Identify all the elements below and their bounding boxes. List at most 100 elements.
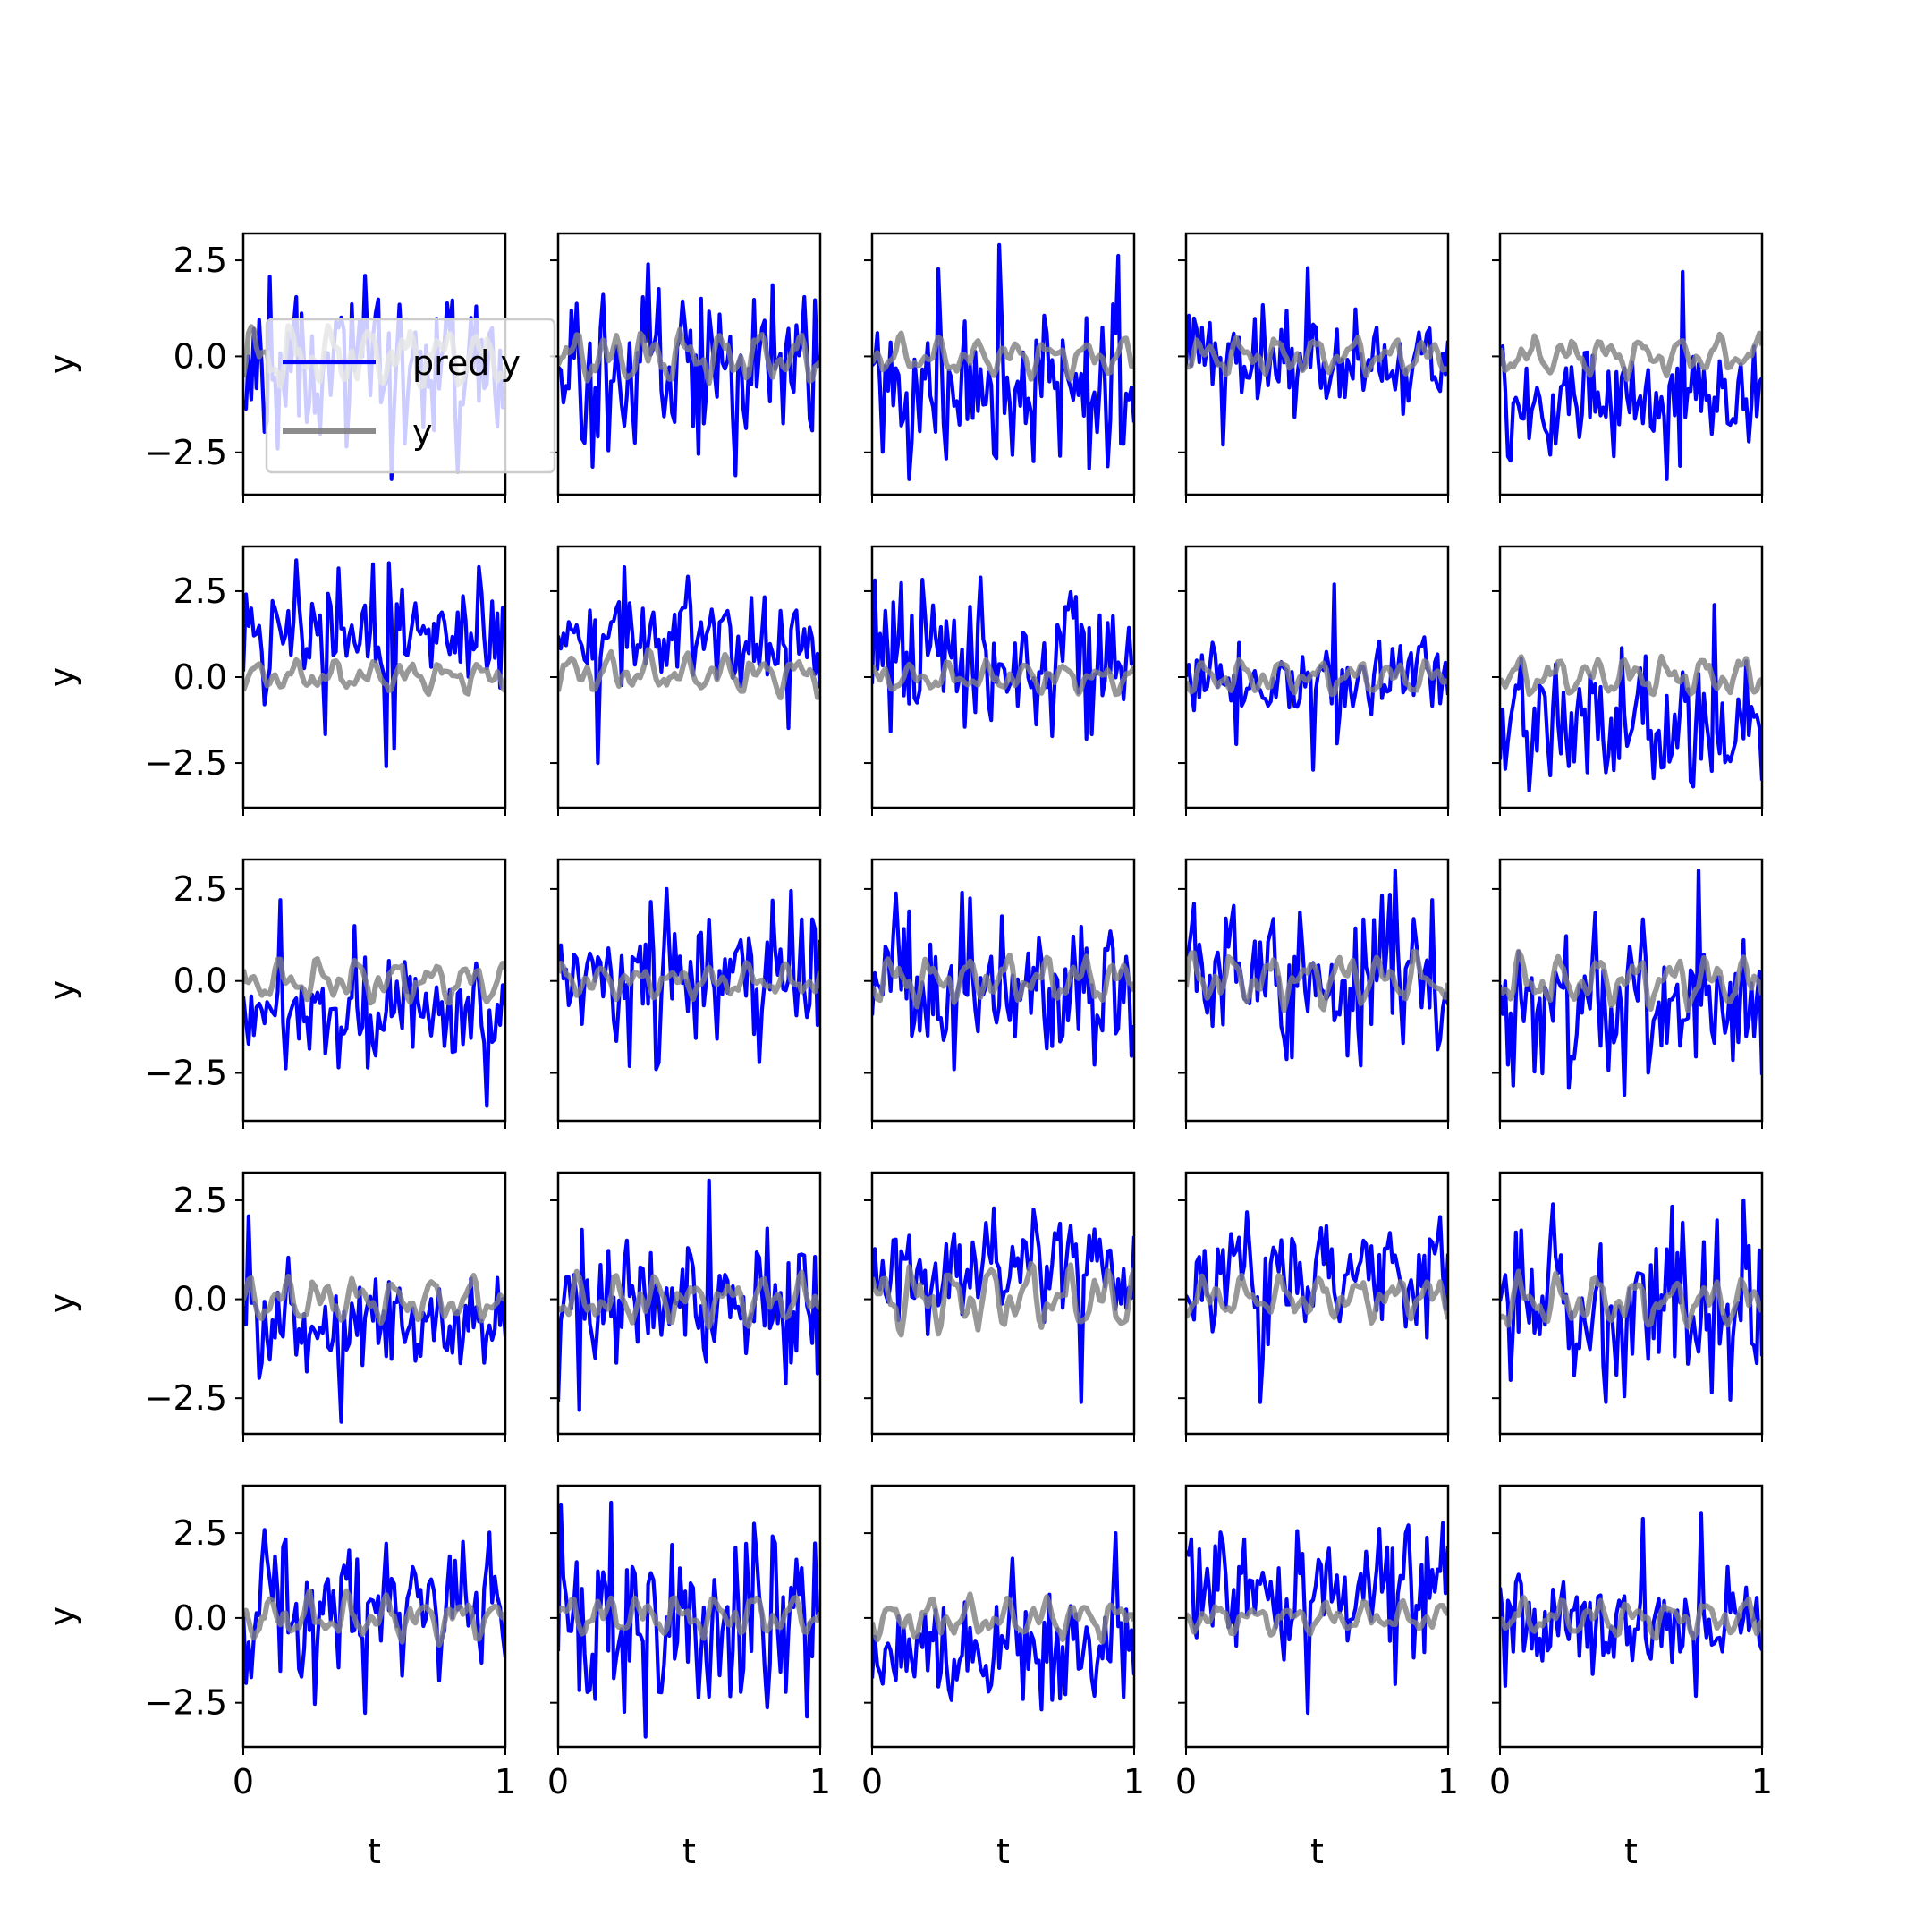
x-axis-label: t	[682, 1832, 696, 1871]
x-tick-label: 0	[861, 1762, 883, 1801]
y-tick-label: 0.0	[174, 1280, 227, 1319]
series-y-line	[558, 1268, 820, 1330]
panel-r2-c3	[1178, 858, 1450, 1129]
y-tick-label: 0.0	[174, 336, 227, 376]
series-pred-y-line	[243, 558, 505, 768]
panel-r1-c0: 2.5 0.0 −2.5 y	[43, 545, 507, 816]
series-pred-y-line	[1500, 269, 1762, 481]
series-y-line	[1500, 1595, 1762, 1641]
series-y-line	[1186, 1597, 1448, 1638]
y-tick-label: 2.5	[174, 1181, 227, 1220]
panel-r0-c1	[550, 232, 822, 503]
series-pred-y-line	[872, 575, 1134, 741]
panel-r3-c1	[550, 1171, 822, 1442]
panel-grid: 2.5 0.0 −2.5 y 2.5 0.0 −2.5 y 2.5 0.0 −2.5 y 2.5 0.0 −…	[43, 232, 1773, 1871]
panel-r1-c1	[550, 545, 822, 816]
y-axis-label: y	[43, 1606, 82, 1627]
axes-frame	[870, 858, 1136, 1123]
series-pred-y-line	[243, 898, 505, 1108]
y-tick-label: 2.5	[174, 241, 227, 280]
panel-r4-c3: 0 1 t	[1175, 1484, 1459, 1871]
series-y-line	[1500, 653, 1762, 698]
panel-r2-c2	[864, 858, 1136, 1129]
series-y-line	[243, 1273, 505, 1326]
series-pred-y-line	[1500, 603, 1762, 792]
x-axis-label: t	[996, 1832, 1010, 1871]
panel-r4-c4: 0 1 t	[1489, 1484, 1773, 1871]
series-y-line	[872, 952, 1134, 1010]
y-tick-label: 0.0	[174, 657, 227, 697]
series-y-line	[243, 657, 505, 698]
series-pred-y-line	[558, 1178, 820, 1412]
panel-r0-c2	[864, 232, 1136, 503]
y-tick-label: −2.5	[145, 433, 227, 472]
axes-frame	[1498, 858, 1764, 1123]
series-pred-y-line	[872, 1531, 1134, 1712]
panel-r2-c0: 2.5 0.0 −2.5 y	[43, 858, 507, 1129]
series-pred-y-line	[872, 242, 1134, 481]
series-y-line	[243, 956, 505, 1006]
panel-r3-c4	[1492, 1171, 1764, 1442]
panel-r2-c4	[1492, 858, 1764, 1129]
axes-frame	[556, 1484, 822, 1749]
series-y-line	[558, 647, 820, 701]
y-tick-label: −2.5	[145, 1683, 227, 1723]
series-pred-y-line	[558, 565, 820, 766]
series-y-line	[872, 1260, 1134, 1338]
series-y-line	[872, 657, 1134, 698]
series-y-line	[1186, 1273, 1448, 1326]
y-tick-label: −2.5	[145, 1378, 227, 1418]
y-tick-label: 2.5	[174, 1513, 227, 1553]
legend-frame	[265, 318, 556, 474]
axes-frame	[242, 1171, 507, 1436]
y-tick-label: 0.0	[174, 1598, 227, 1638]
y-tick-label: −2.5	[145, 1054, 227, 1093]
axes-frame	[556, 858, 822, 1123]
series-y-line	[1500, 330, 1762, 383]
panel-r1-c2	[864, 545, 1136, 816]
axes-frame	[1184, 858, 1450, 1123]
panel-r4-c1: 0 1 t	[547, 1484, 831, 1871]
axes-frame	[1184, 1484, 1450, 1749]
y-axis-label: y	[43, 354, 82, 375]
panel-r3-c0: 2.5 0.0 −2.5 y	[43, 1171, 507, 1442]
y-tick-label: 2.5	[174, 869, 227, 909]
series-y-line	[872, 330, 1134, 383]
axes-frame	[1184, 1171, 1450, 1436]
x-axis-label: t	[1624, 1832, 1638, 1871]
x-tick-label: 1	[809, 1762, 831, 1801]
panel-r1-c4	[1492, 545, 1764, 816]
axes-frame	[870, 1171, 1136, 1436]
series-pred-y-line	[1186, 1210, 1448, 1404]
x-tick-label: 0	[233, 1762, 254, 1801]
series-y-line	[1186, 334, 1448, 378]
series-y-line	[1500, 948, 1762, 1013]
axes-frame	[242, 858, 507, 1123]
x-tick-label: 1	[1123, 1762, 1145, 1801]
y-axis-label: y	[43, 1293, 82, 1314]
axes-frame	[556, 1171, 822, 1436]
x-axis-label: t	[368, 1832, 381, 1871]
series-y-line	[1186, 948, 1448, 1013]
legend-label-pred-y: pred y	[412, 343, 521, 383]
axes-frame	[1184, 232, 1450, 496]
y-axis-label: y	[43, 667, 82, 688]
legend: pred y y	[265, 318, 556, 474]
panel-r0-c3	[1178, 232, 1450, 503]
series-y-line	[872, 1591, 1134, 1645]
series-y-line	[558, 1595, 820, 1641]
y-tick-label: −2.5	[145, 743, 227, 783]
axes-frame	[1498, 232, 1764, 496]
series-y-line	[243, 1588, 505, 1648]
x-axis-label: t	[1310, 1832, 1324, 1871]
axes-frame	[1498, 1484, 1764, 1749]
x-tick-label: 0	[1489, 1762, 1511, 1801]
y-tick-label: 0.0	[174, 962, 227, 1001]
axes-frame	[1498, 1171, 1764, 1436]
panel-r3-c3	[1178, 1171, 1450, 1442]
y-axis-label: y	[43, 980, 82, 1001]
x-tick-label: 1	[1751, 1762, 1773, 1801]
x-tick-label: 1	[495, 1762, 516, 1801]
axes-frame	[556, 232, 822, 496]
